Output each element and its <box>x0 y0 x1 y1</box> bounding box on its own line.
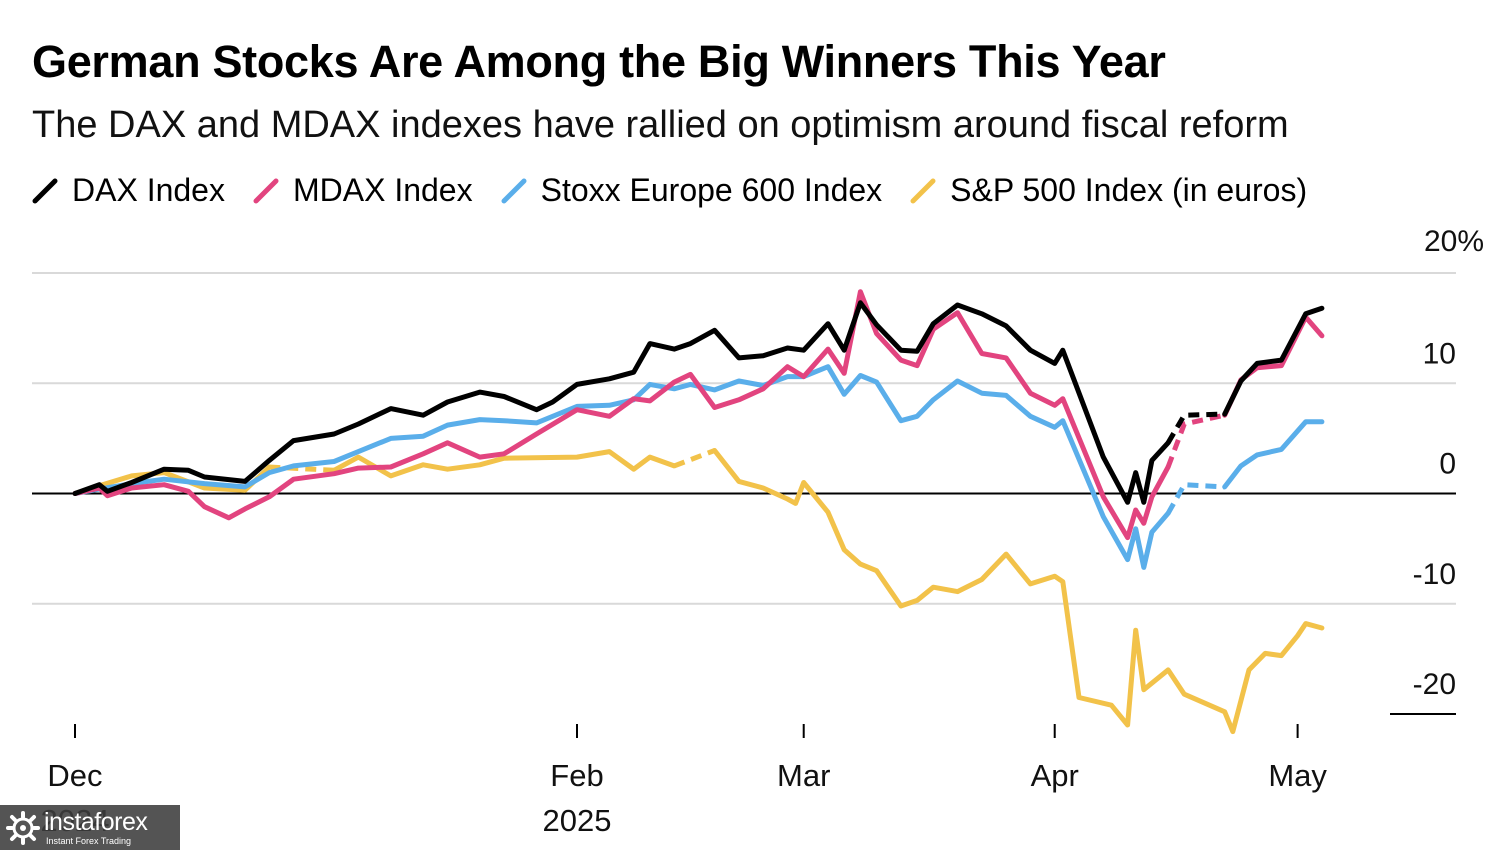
line-dax-dashed-segment <box>1165 411 1225 445</box>
legend-swatch-mdax <box>253 178 279 203</box>
line-sp500-segment <box>712 448 1325 735</box>
line-sp500-segment <box>331 449 677 479</box>
y-tick-label: -10 <box>1413 558 1456 591</box>
legend-label-stoxx: Stoxx Europe 600 Index <box>540 172 883 208</box>
series-dax <box>72 300 1325 505</box>
legend-label-dax: DAX Index <box>72 172 225 208</box>
series-sp500 <box>72 448 1325 735</box>
line-mdax-dashed-segment <box>1165 412 1226 468</box>
x-axis-ticks: Dec2024Feb2025MarAprMay <box>41 724 1327 838</box>
legend-item-stoxx: Stoxx Europe 600 Index <box>501 172 883 209</box>
x-tick-label: Mar <box>777 758 830 793</box>
y-tick-label: 0 <box>1439 448 1456 481</box>
y-tick-label: 10 <box>1423 337 1456 370</box>
series-lines <box>72 289 1325 735</box>
series-stoxx <box>72 364 1325 570</box>
chart-legend: DAX Index MDAX Index Stoxx Europe 600 In… <box>32 172 1335 209</box>
x-tick-sublabel: 2025 <box>543 803 612 838</box>
legend-label-mdax: MDAX Index <box>292 172 473 208</box>
legend-item-mdax: MDAX Index <box>253 172 473 209</box>
legend-item-dax: DAX Index <box>32 172 225 209</box>
line-dax-segment <box>1222 305 1325 417</box>
watermark-name: instaforex <box>44 807 148 836</box>
x-tick-label: Dec <box>47 758 102 793</box>
x-tick-label: Feb <box>550 758 603 793</box>
line-mdax-segment <box>72 289 1171 541</box>
y-axis-ticks: 20% 10 0 -10 -20 <box>1413 225 1484 701</box>
watermark: instaforex Instant Forex Trading <box>0 805 180 850</box>
legend-item-sp500: S&P 500 Index (in euros) <box>910 172 1307 209</box>
chart-title: German Stocks Are Among the Big Winners … <box>32 36 1166 87</box>
legend-swatch-sp500 <box>910 178 936 203</box>
legend-swatch-dax <box>32 178 58 203</box>
watermark-tagline: Instant Forex Trading <box>46 835 132 846</box>
line-stoxx-dashed-segment <box>1165 482 1225 515</box>
line-mdax-segment <box>1222 314 1325 418</box>
instaforex-logo-icon <box>6 810 40 845</box>
line-sp500-dashed-segment <box>673 448 716 469</box>
legend-swatch-stoxx <box>501 178 527 203</box>
series-mdax <box>72 289 1325 541</box>
line-stoxx-segment <box>72 364 1171 570</box>
x-tick-label: May <box>1268 758 1327 793</box>
line-dax-segment <box>72 300 1171 505</box>
x-tick-label: Apr <box>1031 758 1079 793</box>
y-tick-label: 20% <box>1424 225 1484 258</box>
line-stoxx-segment <box>1222 419 1325 490</box>
gridlines <box>32 272 1456 715</box>
y-tick-label: -20 <box>1413 668 1456 701</box>
legend-label-sp500: S&P 500 Index (in euros) <box>950 172 1308 208</box>
chart-subtitle: The DAX and MDAX indexes have rallied on… <box>32 104 1289 146</box>
